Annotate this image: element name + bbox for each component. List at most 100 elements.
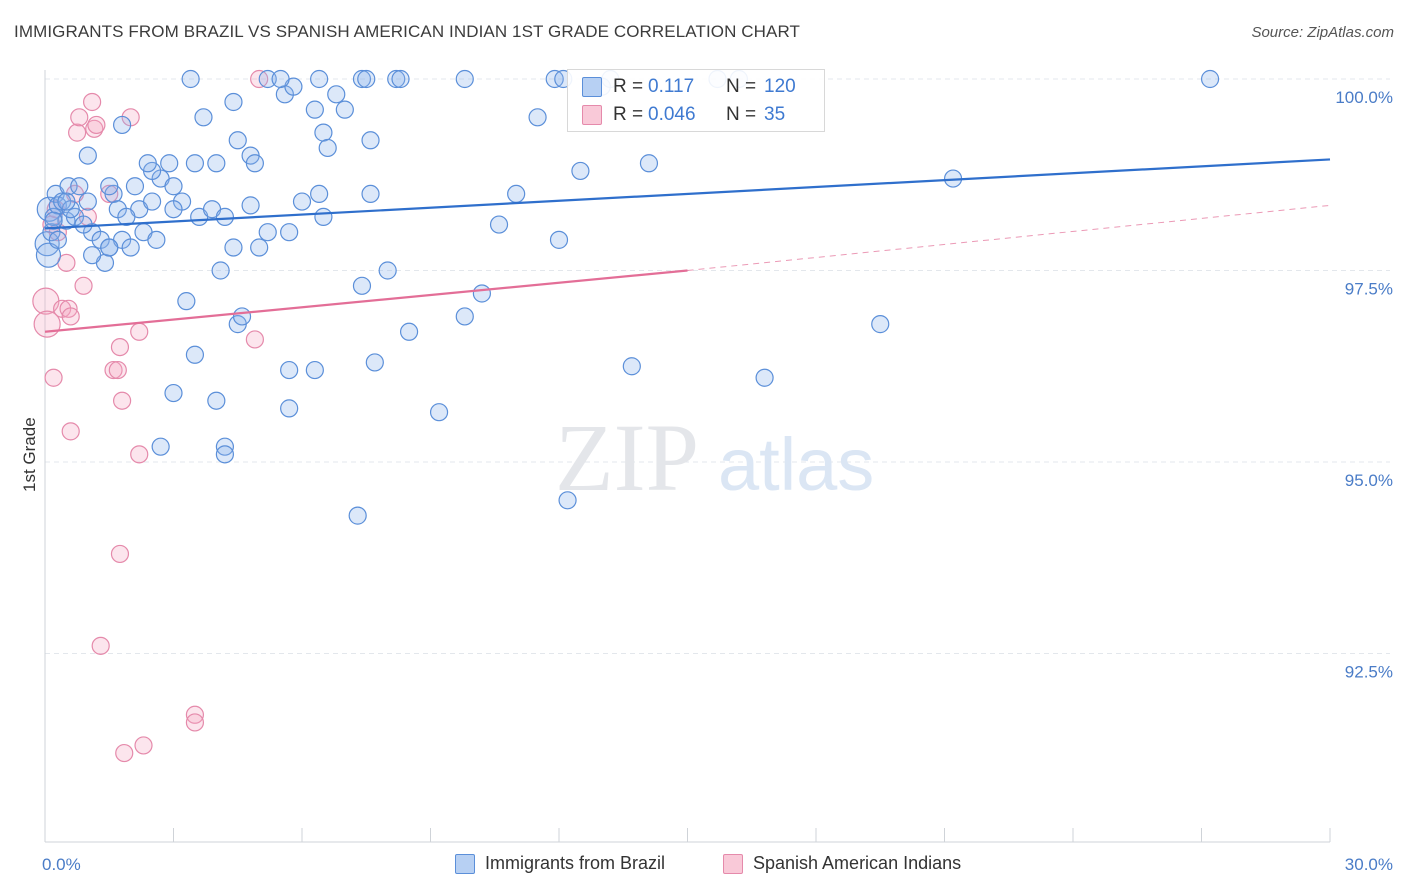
data-point — [348, 506, 367, 525]
trend-line-extension — [687, 204, 1331, 271]
legend-r-value: 0.117 — [648, 76, 695, 97]
data-point — [571, 161, 590, 181]
legend-row-brazil: R = 0.117 N = 120 — [568, 73, 824, 99]
legend-n-value: 120 — [764, 76, 796, 97]
tick-labels: 100.0% 97.5% 95.0% 92.5% 0.0% 30.0% — [42, 88, 1393, 874]
data-point — [224, 238, 243, 257]
data-point — [391, 69, 410, 89]
data-point — [455, 307, 474, 326]
legend-row-spanish-american-indians: R = 0.046 N = 35 — [568, 101, 824, 127]
legend-r-value: 0.046 — [648, 104, 696, 125]
data-point — [44, 211, 63, 230]
data-point — [194, 108, 213, 127]
data-point — [335, 100, 354, 119]
legend-n-value: 35 — [764, 104, 786, 125]
x-tick-label: 30.0% — [1345, 855, 1393, 874]
data-point — [258, 223, 277, 242]
data-point — [115, 743, 134, 763]
data-point — [224, 92, 243, 112]
data-point — [74, 215, 93, 234]
watermark-atlas: atlas — [718, 423, 874, 506]
legend-label-spanish-american-indians: Spanish American Indians — [753, 853, 962, 873]
data-point — [211, 261, 230, 280]
data-point — [639, 154, 659, 173]
data-point — [78, 146, 97, 165]
data-point — [185, 705, 205, 724]
data-point — [160, 154, 179, 173]
data-point — [74, 276, 93, 295]
legend-label-brazil: Immigrants from Brazil — [485, 853, 666, 873]
x-tick-label: 0.0% — [42, 855, 81, 874]
data-point — [280, 360, 299, 380]
data-point — [78, 192, 97, 211]
data-point — [387, 69, 406, 89]
data-point — [147, 230, 166, 249]
data-point — [280, 223, 299, 242]
data-point — [245, 330, 264, 349]
legend-swatch-pink — [723, 854, 743, 874]
data-point — [57, 211, 76, 230]
legend-n-label: N = — [726, 104, 757, 125]
trend-line — [44, 158, 1331, 230]
data-point — [314, 123, 333, 142]
data-point — [185, 154, 205, 173]
data-point — [365, 353, 384, 372]
series-legend: Immigrants from Brazil Spanish American … — [0, 852, 1406, 878]
data-point — [352, 276, 372, 295]
data-point — [91, 636, 110, 655]
data-point — [117, 207, 136, 226]
grid-lines — [45, 78, 1390, 654]
data-point — [352, 69, 372, 89]
data-point — [104, 360, 123, 380]
data-point — [134, 736, 153, 755]
data-point — [61, 307, 80, 326]
data-point — [549, 230, 569, 249]
data-point — [112, 391, 132, 410]
data-point — [59, 177, 78, 196]
legend-r-label: R = — [613, 76, 644, 97]
data-point — [305, 100, 324, 119]
source-label: Source: ZipAtlas.com — [1251, 24, 1394, 41]
data-point — [280, 399, 299, 418]
y-tick-label: 92.5% — [1345, 663, 1393, 682]
data-point — [70, 108, 89, 127]
data-point — [292, 192, 312, 211]
data-point — [164, 177, 183, 196]
data-point — [70, 177, 89, 196]
data-point — [361, 131, 380, 150]
axes — [44, 70, 1331, 843]
data-point — [245, 154, 264, 173]
trend-lines — [44, 158, 1331, 333]
chart-title: IMMIGRANTS FROM BRAZIL VS SPANISH AMERIC… — [14, 22, 801, 41]
series-immigrants-from-brazil — [34, 69, 1220, 525]
data-point — [357, 69, 376, 89]
data-point — [215, 207, 234, 226]
data-point — [151, 437, 170, 456]
data-point — [83, 92, 102, 112]
data-point — [164, 200, 183, 219]
data-point — [215, 445, 234, 464]
data-point — [57, 192, 76, 211]
data-point — [83, 246, 102, 265]
trend-line — [44, 269, 688, 333]
watermark-zip: ZIP — [555, 404, 699, 511]
data-point — [130, 322, 149, 341]
data-point — [181, 69, 200, 89]
data-point — [185, 713, 205, 732]
data-point — [489, 215, 509, 234]
watermark: ZIP atlas — [555, 404, 874, 511]
data-point — [232, 307, 252, 326]
data-point — [130, 445, 149, 464]
data-point — [61, 422, 80, 441]
data-point — [228, 131, 247, 150]
data-point — [207, 154, 226, 173]
data-point — [871, 315, 890, 334]
data-point — [755, 368, 774, 387]
data-point — [429, 403, 449, 422]
data-point — [378, 261, 397, 280]
data-point — [528, 108, 547, 127]
data-point — [310, 69, 329, 89]
series-spanish-american-indians — [32, 69, 269, 763]
data-point — [138, 154, 157, 173]
